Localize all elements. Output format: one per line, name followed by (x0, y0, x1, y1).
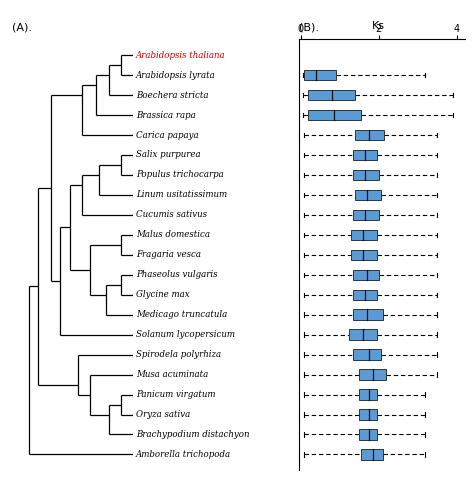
Bar (353, 170, 379, 180)
Text: Solanum lycopersicum: Solanum lycopersicum (136, 330, 235, 339)
Text: Boechera stricta: Boechera stricta (136, 91, 209, 99)
Text: Medicago truncatula: Medicago truncatula (136, 310, 227, 319)
Text: Linum usitatissimum: Linum usitatissimum (136, 191, 227, 199)
Bar (353, 290, 377, 300)
Text: Phaseolus vulgaris: Phaseolus vulgaris (136, 270, 218, 279)
Bar (353, 270, 379, 280)
Bar (359, 390, 377, 400)
Text: Panicum virgatum: Panicum virgatum (136, 390, 216, 399)
Bar (353, 349, 381, 360)
Text: Salix purpurea: Salix purpurea (136, 150, 201, 159)
Text: Populus trichocarpa: Populus trichocarpa (136, 171, 224, 179)
Bar (304, 70, 336, 80)
Bar (353, 210, 379, 220)
Bar (355, 130, 384, 140)
Bar (361, 449, 383, 460)
Text: Spirodela polyrhiza: Spirodela polyrhiza (136, 350, 221, 359)
Text: Oryza sativa: Oryza sativa (136, 410, 190, 419)
Text: Glycine max: Glycine max (136, 290, 190, 299)
Bar (351, 249, 377, 260)
Text: Arabidopsis lyrata: Arabidopsis lyrata (136, 71, 216, 80)
Text: Brachypodium distachyon: Brachypodium distachyon (136, 430, 249, 439)
Bar (353, 310, 383, 320)
Text: Musa acuminata: Musa acuminata (136, 370, 208, 379)
Text: Ks: Ks (372, 21, 385, 31)
Text: Amborella trichopoda: Amborella trichopoda (136, 450, 231, 459)
Bar (359, 369, 386, 380)
Bar (355, 190, 381, 200)
Text: Brassica rapa: Brassica rapa (136, 111, 196, 120)
Text: (B).: (B). (299, 22, 319, 32)
Text: (A).: (A). (12, 22, 32, 32)
Text: Carica papaya: Carica papaya (136, 130, 199, 140)
Bar (351, 230, 377, 240)
Bar (349, 329, 377, 340)
Bar (309, 90, 355, 100)
Bar (359, 409, 377, 420)
Bar (309, 110, 361, 120)
Bar (359, 429, 377, 440)
Text: Arabidopsis thaliana: Arabidopsis thaliana (136, 50, 226, 60)
Text: Fragaria vesca: Fragaria vesca (136, 250, 201, 259)
Bar (353, 150, 377, 160)
Text: Cucumis sativus: Cucumis sativus (136, 210, 207, 220)
Text: Malus domestica: Malus domestica (136, 230, 210, 239)
